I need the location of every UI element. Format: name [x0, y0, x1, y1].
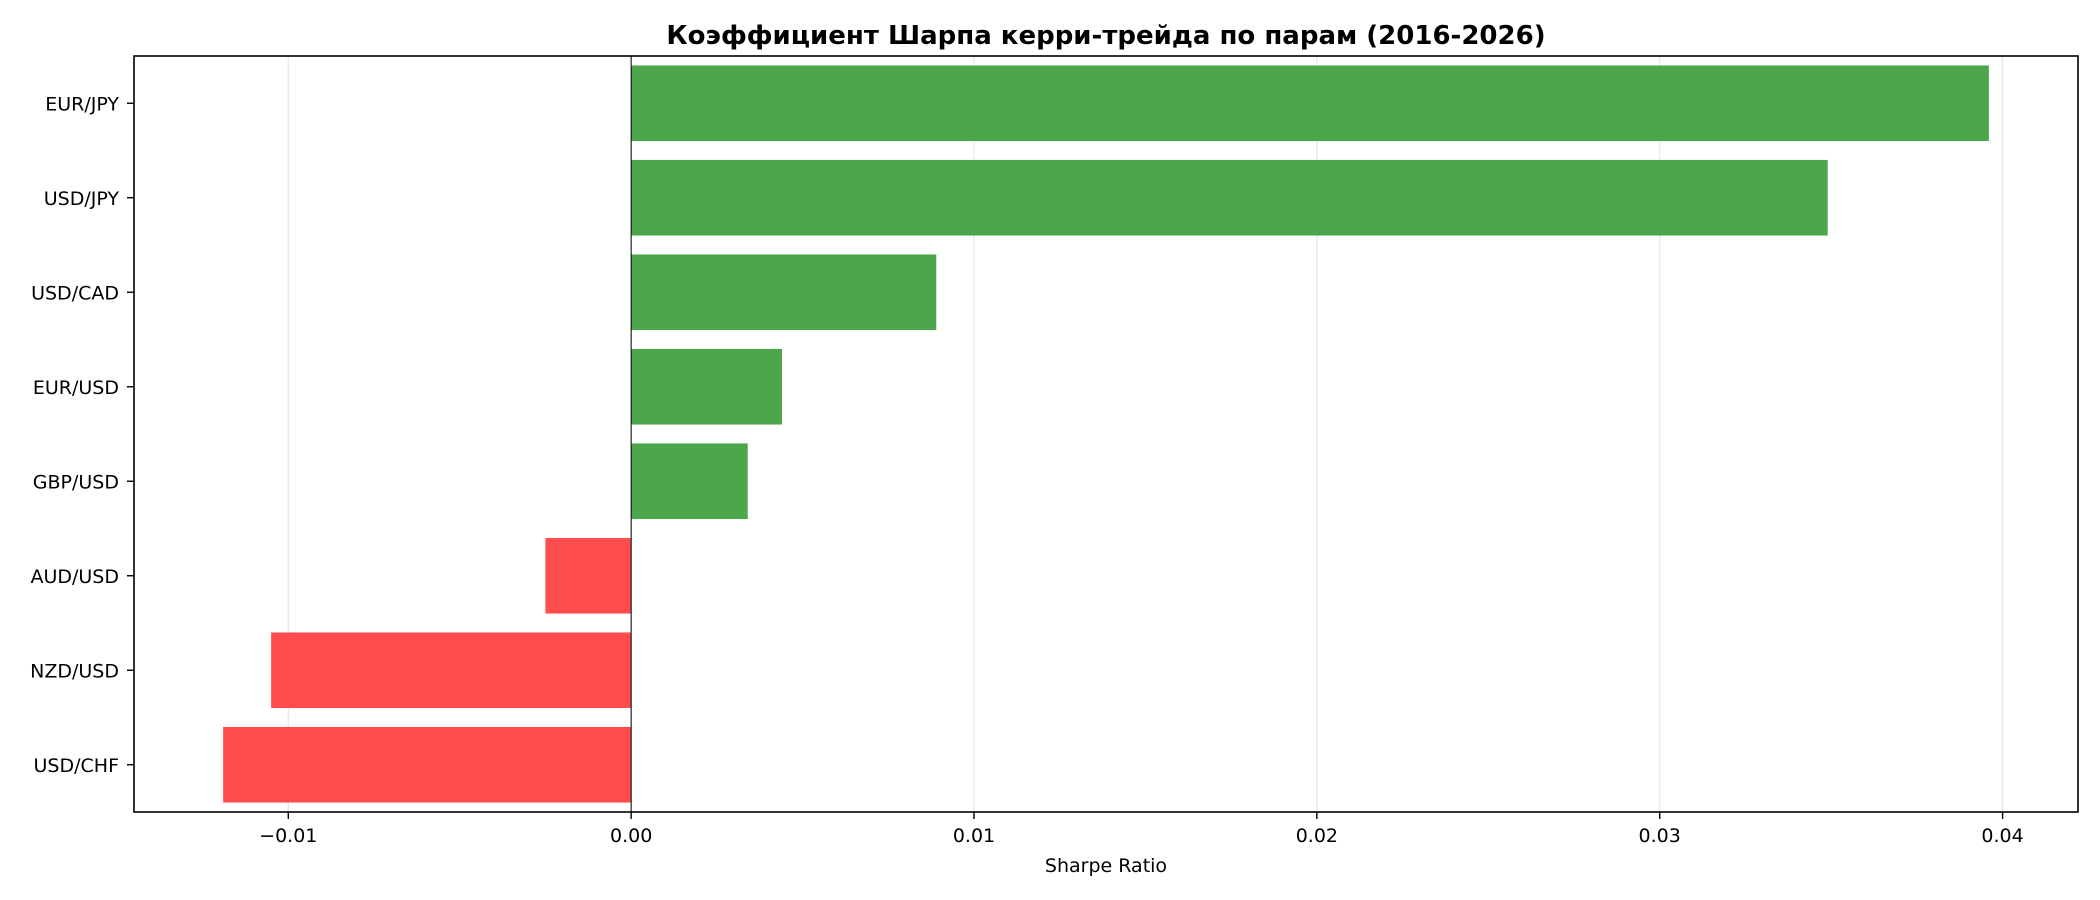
y-tick-label: USD/CHF: [34, 755, 119, 777]
axes: −0.01 0.00 0.01 0.02 0.03 0.04 EUR/JPY USD/JPY U…: [30, 55, 2079, 847]
bar-eur-usd: [631, 348, 782, 425]
chart-title: Коэффициент Шарпа керри-трейда по парам …: [666, 21, 1545, 51]
bar-aud-usd: [545, 537, 632, 614]
y-tick-label: USD/CAD: [31, 282, 119, 304]
plot-frame: [133, 55, 2079, 813]
bar-nzd-usd: [271, 632, 632, 709]
bar-usd-cad: [631, 254, 937, 331]
bar-gbp-usd: [631, 443, 748, 520]
bars: [223, 65, 1989, 803]
bar-usd-jpy: [631, 159, 1828, 236]
y-tick-label: EUR/USD: [33, 377, 119, 399]
x-tick-label: 0.01: [953, 825, 995, 847]
bar-eur-jpy: [631, 65, 1989, 142]
y-tick-label: EUR/JPY: [45, 93, 119, 115]
y-tick-label: AUD/USD: [30, 566, 119, 588]
bar-usd-chf: [223, 726, 632, 803]
y-tick-label: NZD/USD: [30, 660, 119, 682]
x-tick-label: 0.02: [1296, 825, 1338, 847]
x-tick-label: 0.00: [610, 825, 652, 847]
x-tick-label: 0.04: [1981, 825, 2023, 847]
y-tick-label: GBP/USD: [33, 471, 119, 493]
x-tick-label: 0.03: [1639, 825, 1681, 847]
x-tick-label: −0.01: [259, 825, 317, 847]
y-tick-label: USD/JPY: [44, 188, 120, 210]
x-axis-label: Sharpe Ratio: [1045, 855, 1167, 877]
